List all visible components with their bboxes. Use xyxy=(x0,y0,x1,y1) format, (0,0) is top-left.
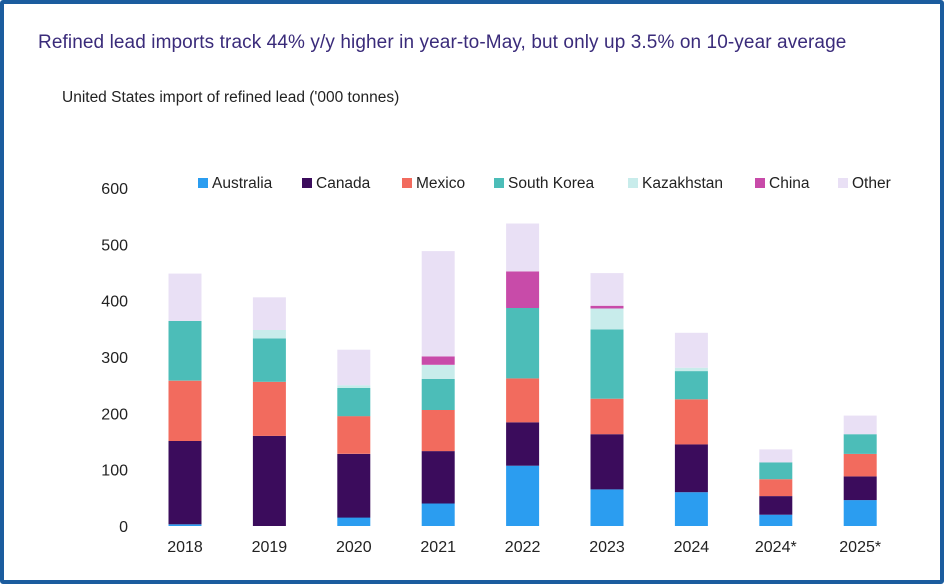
bar-stack-2021 xyxy=(421,251,455,526)
bar-segment-australia-2023 xyxy=(590,489,624,526)
bar-segment-china-2022 xyxy=(506,271,540,308)
x-tick-label: 2022 xyxy=(505,539,541,556)
y-tick-label: 400 xyxy=(101,294,128,311)
x-tick-label: 2019 xyxy=(252,539,288,556)
bar-segment-mexico-2018 xyxy=(168,380,202,441)
bar-segment-mexico-2022 xyxy=(506,378,540,423)
bar-segment-south-korea-2025-est xyxy=(843,434,877,454)
bar-segment-australia-2024 xyxy=(674,492,708,526)
bar-segment-canada-2023 xyxy=(590,434,624,490)
bar-segment-kazakhstan-2021 xyxy=(421,364,455,379)
bar-segment-other-2021 xyxy=(421,251,455,357)
bar-segment-china-2021 xyxy=(421,356,455,365)
bar-segment-kazakhstan-2020 xyxy=(337,385,371,388)
legend-label-other: Other xyxy=(852,175,891,192)
bar-segment-other-2024 xyxy=(674,332,708,368)
x-tick-label: 2021 xyxy=(420,539,456,556)
x-tick-label: 2023 xyxy=(589,539,625,556)
bar-segment-other-2020 xyxy=(337,349,371,386)
bar-segment-south-korea-2023 xyxy=(590,329,624,399)
bar-segment-mexico-2019 xyxy=(252,381,286,436)
x-tick-label: 2025* xyxy=(839,539,881,556)
bar-segment-mexico-2021 xyxy=(421,410,455,452)
bar-segment-other-2024-est xyxy=(759,449,793,463)
bar-stack-2025-est xyxy=(843,415,877,526)
bar-stack-2024 xyxy=(674,332,708,526)
bar-segment-mexico-2023 xyxy=(590,398,624,435)
bar-segment-australia-2020 xyxy=(337,517,371,526)
bar-segment-canada-2024 xyxy=(674,444,708,493)
y-tick-label: 100 xyxy=(101,463,128,480)
legend-label-canada: Canada xyxy=(316,175,371,192)
bar-segment-australia-2021 xyxy=(421,503,455,526)
x-axis: 2018 2019 2020 2021 2022 2023 2024 2024* 2025* xyxy=(167,539,881,556)
bar-segment-australia-2022 xyxy=(506,465,540,526)
bar-segment-south-korea-2024 xyxy=(674,371,708,400)
bar-segment-canada-2020 xyxy=(337,453,371,518)
bar-segment-mexico-2024-est xyxy=(759,479,793,497)
legend-swatch-mexico xyxy=(402,178,412,188)
bar-segment-mexico-2025-est xyxy=(843,453,877,477)
legend-swatch-china xyxy=(755,178,765,188)
bar-segment-mexico-2024 xyxy=(674,399,708,445)
bar-stack-2020 xyxy=(337,349,371,526)
bar-segment-mexico-2020 xyxy=(337,416,371,454)
bar-stack-2018 xyxy=(168,273,202,526)
bar-segment-other-2023 xyxy=(590,273,624,306)
legend-swatch-south-korea xyxy=(494,178,504,188)
x-tick-label: 2024 xyxy=(674,539,710,556)
legend: Australia Canada Mexico South Korea Kazakhst… xyxy=(198,175,891,192)
legend-label-mexico: Mexico xyxy=(416,175,465,192)
bar-stack-2022 xyxy=(506,223,540,526)
bar-segment-canada-2018 xyxy=(168,440,202,525)
bar-segment-australia-2024-est xyxy=(759,514,793,526)
bar-segment-kazakhstan-2023 xyxy=(590,308,624,330)
bar-stack-2024-est xyxy=(759,449,793,526)
bar-segment-other-2025-est xyxy=(843,415,877,435)
legend-label-kazakhstan: Kazakhstan xyxy=(642,175,723,192)
x-tick-label: 2018 xyxy=(167,539,203,556)
bar-segment-south-korea-2018 xyxy=(168,320,202,381)
bar-segment-south-korea-2024-est xyxy=(759,462,793,480)
bar-segment-australia-2018 xyxy=(168,524,202,526)
x-tick-label: 2024* xyxy=(755,539,797,556)
legend-swatch-canada xyxy=(302,178,312,188)
bar-segment-south-korea-2020 xyxy=(337,388,371,417)
bars xyxy=(168,223,877,526)
bar-segment-canada-2025-est xyxy=(843,476,877,501)
y-tick-label: 500 xyxy=(101,237,128,254)
bar-segment-south-korea-2022 xyxy=(506,308,540,379)
bar-stack-2019 xyxy=(252,297,286,526)
y-tick-label: 0 xyxy=(119,519,128,536)
bar-segment-other-2022 xyxy=(506,223,540,272)
bar-segment-china-2023 xyxy=(590,305,624,309)
bar-segment-australia-2025-est xyxy=(843,500,877,526)
y-axis: 0 100 200 300 400 500 600 xyxy=(101,181,128,536)
y-tick-label: 600 xyxy=(101,181,128,198)
x-tick-label: 2020 xyxy=(336,539,372,556)
legend-label-china: China xyxy=(769,175,810,192)
bar-segment-canada-2024-est xyxy=(759,496,793,515)
legend-label-south-korea: South Korea xyxy=(508,175,595,192)
legend-label-australia: Australia xyxy=(212,175,273,192)
bar-segment-south-korea-2021 xyxy=(421,379,455,410)
chart-subtitle: United States import of refined lead ('0… xyxy=(62,89,400,106)
y-tick-label: 200 xyxy=(101,406,128,423)
y-tick-label: 300 xyxy=(101,350,128,367)
bar-segment-canada-2019 xyxy=(252,435,286,526)
bar-segment-other-2018 xyxy=(168,273,202,321)
legend-swatch-kazakhstan xyxy=(628,178,638,188)
bar-segment-kazakhstan-2019 xyxy=(252,330,286,339)
bar-segment-canada-2021 xyxy=(421,451,455,504)
legend-swatch-other xyxy=(838,178,848,188)
chart-title: Refined lead imports track 44% y/y highe… xyxy=(38,32,847,53)
bar-segment-canada-2022 xyxy=(506,422,540,466)
bar-segment-south-korea-2019 xyxy=(252,338,286,382)
bar-segment-other-2019 xyxy=(252,297,286,330)
bar-segment-kazakhstan-2024 xyxy=(674,367,708,372)
bar-stack-2023 xyxy=(590,273,624,526)
legend-swatch-australia xyxy=(198,178,208,188)
